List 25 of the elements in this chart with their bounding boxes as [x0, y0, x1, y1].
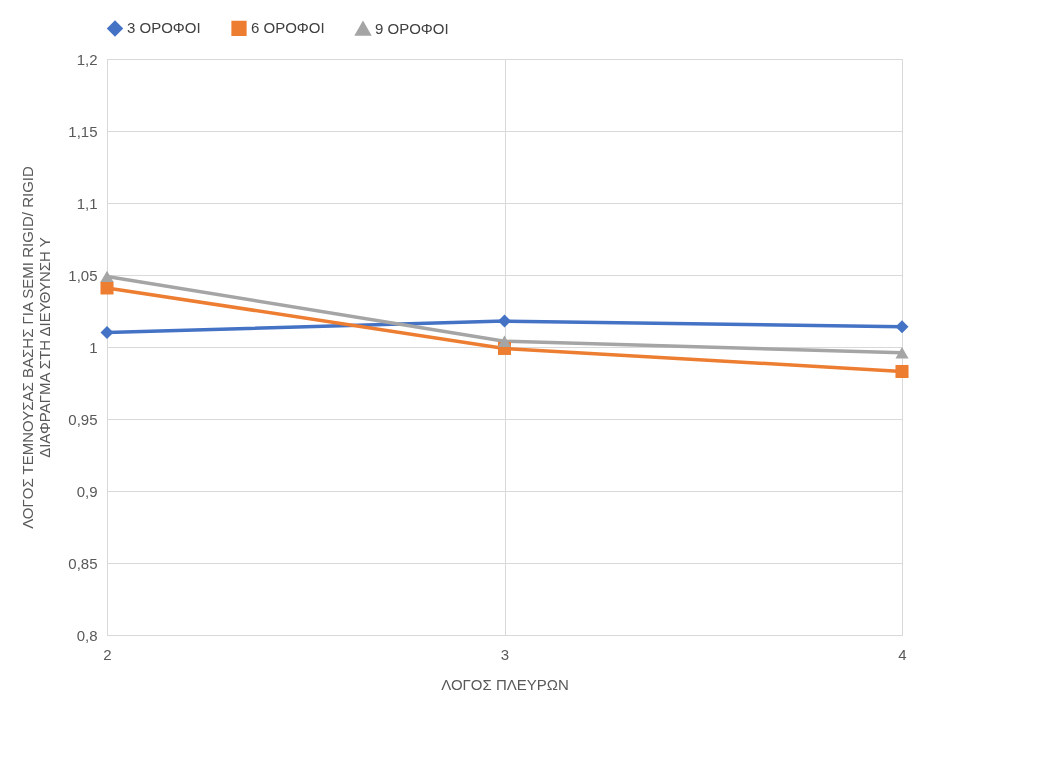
y-tick-label: 0,95: [68, 410, 98, 428]
legend-label: 6 ΟΡΟΦΟΙ: [251, 19, 325, 37]
y-axis-title: ΛΟΓΟΣ ΤΕΜΝΟΥΣΑΣ ΒΑΣΗΣ ΓΙΑ SEMI RIGID/ RIGID ΔΙΑΦΡΑΓΜΑ ΣΤΗ ΔΙΕΥΘΥΝΣΗ Υ: [19, 165, 54, 529]
point: [895, 364, 909, 378]
y-tick-label: 1,05: [68, 266, 98, 284]
y-tick-label: 1,2: [76, 50, 98, 68]
y-tick-label: 1: [89, 338, 98, 356]
point: [895, 347, 909, 359]
y-tick-label: 1,15: [68, 122, 98, 140]
point: [895, 320, 909, 334]
x-axis-title: ΛΟΓΟΣ ΠΛΕΥΡΩΝ: [441, 675, 569, 693]
x-tick-label: 3: [500, 645, 510, 663]
point: [100, 281, 114, 295]
y-tick-label: 0,9: [76, 482, 98, 500]
point: [497, 314, 512, 328]
y-tick-label: 0,85: [68, 554, 98, 572]
point: [100, 270, 114, 283]
y-tick-label: 0,8: [76, 626, 98, 644]
legend-label: 9 ΟΡΟΦΟΙ: [375, 19, 449, 37]
y-tick-label: 1,1: [76, 194, 98, 212]
x-tick-label: 2: [103, 645, 112, 663]
legend-label: 3 ΟΡΟΦΟΙ: [127, 19, 201, 37]
x-tick-label: 4: [898, 645, 907, 663]
point: [497, 335, 512, 347]
point: [100, 326, 114, 340]
